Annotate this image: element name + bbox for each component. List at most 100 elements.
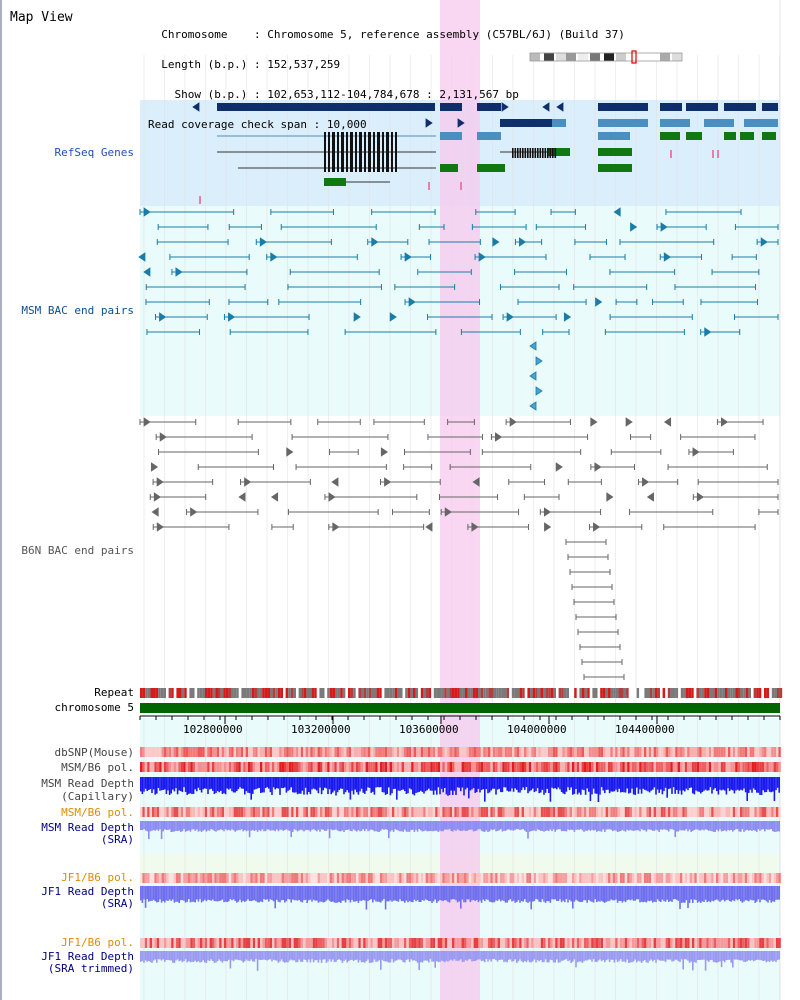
- repeat-mark: [457, 688, 460, 698]
- jf1-trimmed-depth: [647, 951, 649, 963]
- track-label-msm-b6-pol-2[interactable]: MSM/B6 pol.: [61, 806, 134, 819]
- jf1-pol-heat: [540, 873, 544, 883]
- repeat-mark: [493, 688, 497, 698]
- jf1-pol-heat-2: [346, 938, 349, 948]
- msm-sra-depth: [632, 821, 635, 831]
- dbsnp-heat: [418, 747, 421, 757]
- jf1-trimmed-depth: [410, 951, 412, 960]
- jf1-trimmed-depth: [567, 951, 569, 962]
- track-label-msm-bac-end-pairs[interactable]: MSM BAC end pairs: [21, 304, 134, 317]
- jf1-sra-depth: [645, 886, 648, 903]
- msm-capillary-depth: [480, 777, 483, 790]
- msm-sra-depth: [423, 821, 425, 832]
- jf1-sra-depth: [525, 886, 528, 902]
- track-label-dbsnp[interactable]: dbSNP(Mouse): [54, 746, 134, 759]
- msm-capillary-depth: [541, 777, 544, 790]
- msm-capillary-depth: [492, 777, 494, 789]
- jf1-pol-heat-2: [260, 938, 263, 948]
- msm-pol-heat: [418, 762, 421, 772]
- jf1-sra-depth: [471, 886, 473, 901]
- jf1-pol-heat-2: [569, 938, 572, 948]
- jf1-pol-heat: [668, 873, 671, 883]
- dbsnp-heat: [341, 747, 344, 757]
- jf1-pol-heat-2: [430, 938, 433, 948]
- jf1-pol-heat: [216, 873, 220, 883]
- jf1-pol-heat-2: [672, 938, 676, 948]
- jf1-sra-depth: [202, 886, 204, 902]
- track-label-refseq-genes[interactable]: RefSeq Genes: [54, 146, 134, 159]
- msm-pol-heat: [236, 762, 239, 772]
- jf1-trimmed-depth: [447, 951, 449, 962]
- msm-sra-depth: [631, 821, 633, 831]
- msm-capillary-depth: [400, 777, 403, 790]
- track-label-b6n-bac-end-pairs[interactable]: B6N BAC end pairs: [21, 544, 134, 557]
- jf1-trimmed-depth: [277, 951, 280, 963]
- jf1-pol-heat-2: [668, 938, 671, 948]
- b6n-bac-pair-end: [444, 507, 452, 517]
- dbsnp-heat: [692, 747, 695, 757]
- jf1-sra-depth: [605, 886, 608, 902]
- msm-sra-depth: [770, 821, 772, 830]
- msm-sra-depth: [536, 821, 539, 830]
- dbsnp-heat: [531, 747, 534, 757]
- repeat-mark: [251, 688, 255, 698]
- msm-sra-depth: [384, 821, 387, 830]
- msm-capillary-depth: [207, 777, 209, 795]
- msm-pol-heat: [572, 762, 575, 772]
- jf1-sra-depth: [711, 886, 713, 901]
- page-title: Map View: [10, 10, 73, 25]
- msm-pol-heat-2: [291, 807, 294, 817]
- msm-capillary-depth: [253, 777, 256, 790]
- msm-sra-depth: [381, 821, 384, 830]
- track-label-repeat[interactable]: Repeat: [94, 686, 134, 699]
- jf1-trimmed-depth: [756, 951, 758, 960]
- msm-pol-heat: [473, 762, 476, 772]
- msm-capillary-depth: [592, 777, 595, 789]
- jf1-sra-depth: [693, 886, 696, 900]
- msm-capillary-depth: [751, 777, 753, 793]
- msm-capillary-depth: [188, 777, 190, 794]
- dbsnp-heat: [521, 747, 524, 757]
- jf1-sra-depth: [775, 886, 777, 900]
- gene-block: [762, 103, 778, 111]
- msm-pol-heat-2: [236, 807, 239, 817]
- jf1-trimmed-depth: [367, 951, 369, 960]
- msm-capillary-depth: [143, 777, 145, 792]
- track-label-jf1-read-depth-trimmed[interactable]: JF1 Read Depth: [41, 950, 134, 963]
- track-label-jf1-read-depth-sra[interactable]: JF1 Read Depth: [41, 885, 134, 898]
- jf1-pol-heat-2: [653, 938, 656, 948]
- msm-capillary-depth: [280, 777, 283, 788]
- msm-capillary-depth: [471, 777, 473, 790]
- msm-sra-depth: [244, 821, 246, 831]
- jf1-trimmed-depth: [192, 951, 195, 962]
- msm-pol-heat: [377, 762, 380, 772]
- jf1-sra-depth: [716, 886, 718, 900]
- track-label-jf1-b6-pol-2[interactable]: JF1/B6 pol.: [61, 936, 134, 949]
- track-label-msm-read-depth-capillary[interactable]: MSM Read Depth: [41, 777, 134, 790]
- msm-pol-heat: [639, 762, 642, 772]
- msm-pol-heat: [471, 762, 474, 772]
- jf1-pol-heat-2: [344, 938, 347, 948]
- msm-pol-heat: [461, 762, 464, 772]
- track-label-msm-read-depth-sra[interactable]: MSM Read Depth: [41, 821, 134, 834]
- repeat-mark: [595, 688, 598, 698]
- track-label-jf1-b6-pol-1[interactable]: JF1/B6 pol.: [61, 871, 134, 884]
- msm-pol-heat: [548, 762, 551, 772]
- msm-pol-heat: [430, 762, 433, 772]
- jf1-pol-heat-2: [401, 938, 404, 948]
- msm-bac-end: [529, 401, 537, 411]
- msm-capillary-depth: [308, 777, 310, 792]
- msm-capillary-depth: [413, 777, 416, 796]
- jf1-sra-depth: [615, 886, 617, 900]
- dbsnp-heat: [646, 747, 649, 757]
- jf1-pol-heat-2: [509, 938, 512, 948]
- jf1-sra-depth: [701, 886, 704, 902]
- jf1-trimmed-depth: [188, 951, 190, 962]
- jf1-pol-heat: [202, 873, 205, 883]
- jf1-trimmed-depth: [426, 951, 428, 961]
- msm-pol-heat: [200, 762, 203, 772]
- msm-capillary-depth: [420, 777, 422, 791]
- track-label-msm-b6-pol-1[interactable]: MSM/B6 pol.: [61, 761, 134, 774]
- jf1-sra-depth: [696, 886, 699, 903]
